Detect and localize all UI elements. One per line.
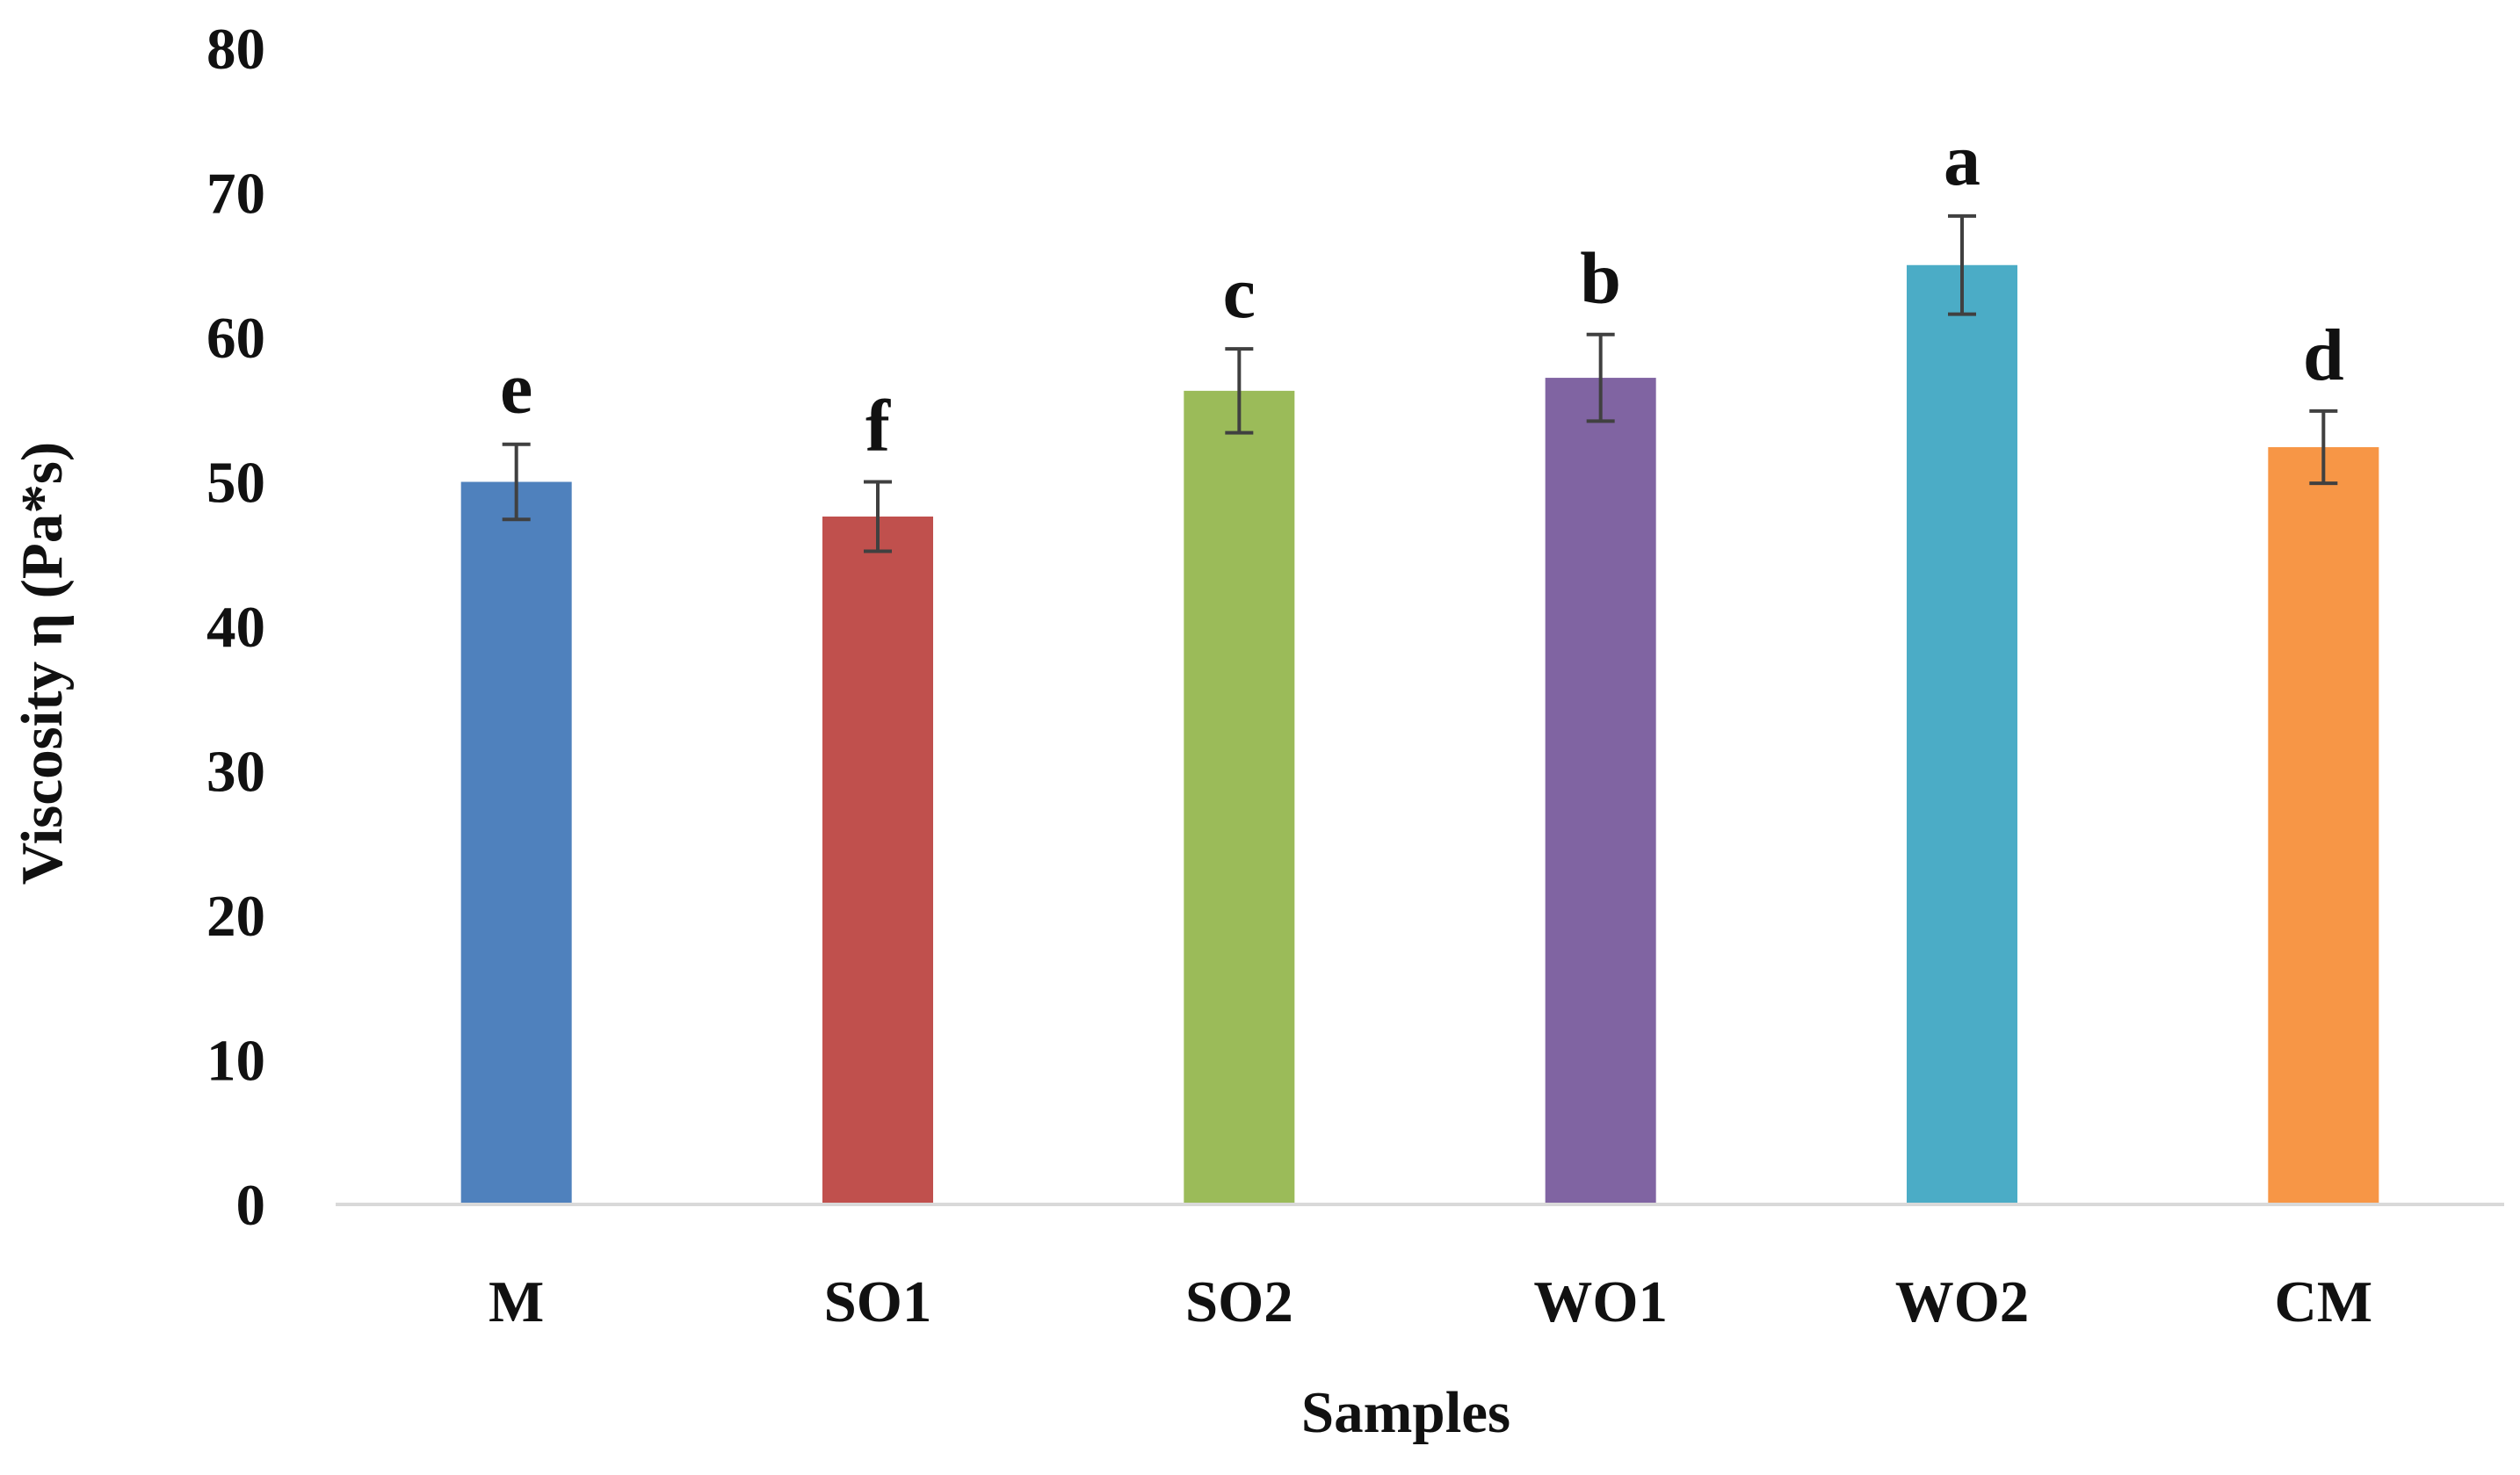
y-axis-title: Viscosity η (Pa*s) xyxy=(10,442,75,886)
bar-m xyxy=(460,481,572,1204)
significance-letter-wo2: a xyxy=(1944,119,1981,201)
x-tick-label: CM xyxy=(2275,1269,2373,1334)
error-bar-so2 xyxy=(1225,347,1254,435)
x-tick-label: SO1 xyxy=(824,1269,932,1334)
significance-letters: e f c b a d xyxy=(500,119,2344,467)
significance-letter-cm: d xyxy=(2303,315,2344,396)
y-tick-label: 80 xyxy=(206,17,265,82)
bar-series xyxy=(460,264,2379,1204)
error-bar-so1 xyxy=(864,480,892,553)
error-bars xyxy=(502,213,2338,553)
significance-letter-so1: f xyxy=(865,386,891,467)
x-axis-title: Samples xyxy=(1301,1380,1510,1445)
y-tick-label: 10 xyxy=(206,1029,265,1094)
bar-so2 xyxy=(1184,390,1295,1204)
y-tick-label: 70 xyxy=(206,162,265,227)
significance-letter-wo1: b xyxy=(1580,238,1621,320)
error-bar-m xyxy=(502,442,531,522)
y-axis-ticks: 0 10 20 30 40 50 60 70 80 xyxy=(206,17,265,1238)
y-tick-label: 50 xyxy=(206,451,265,516)
y-tick-label: 30 xyxy=(206,740,265,805)
bar-wo2 xyxy=(1907,264,2017,1204)
x-tick-label: M xyxy=(489,1269,544,1334)
error-bar-wo1 xyxy=(1586,332,1615,423)
bar-so1 xyxy=(822,516,933,1204)
significance-letter-so2: c xyxy=(1223,252,1256,334)
y-tick-label: 60 xyxy=(206,306,265,371)
y-tick-label: 20 xyxy=(206,884,265,949)
significance-letter-m: e xyxy=(500,348,532,430)
y-tick-label: 0 xyxy=(236,1173,266,1238)
error-bar-wo2 xyxy=(1948,213,1976,316)
x-tick-label: WO1 xyxy=(1533,1269,1668,1334)
error-bar-cm xyxy=(2309,409,2338,486)
bar-wo1 xyxy=(1545,378,1656,1204)
y-tick-label: 40 xyxy=(206,595,265,660)
x-tick-label: WO2 xyxy=(1895,1269,2030,1334)
x-axis-ticks: M SO1 SO2 WO1 WO2 CM xyxy=(489,1269,2372,1334)
x-tick-label: SO2 xyxy=(1185,1269,1293,1334)
bar-cm xyxy=(2268,447,2379,1204)
